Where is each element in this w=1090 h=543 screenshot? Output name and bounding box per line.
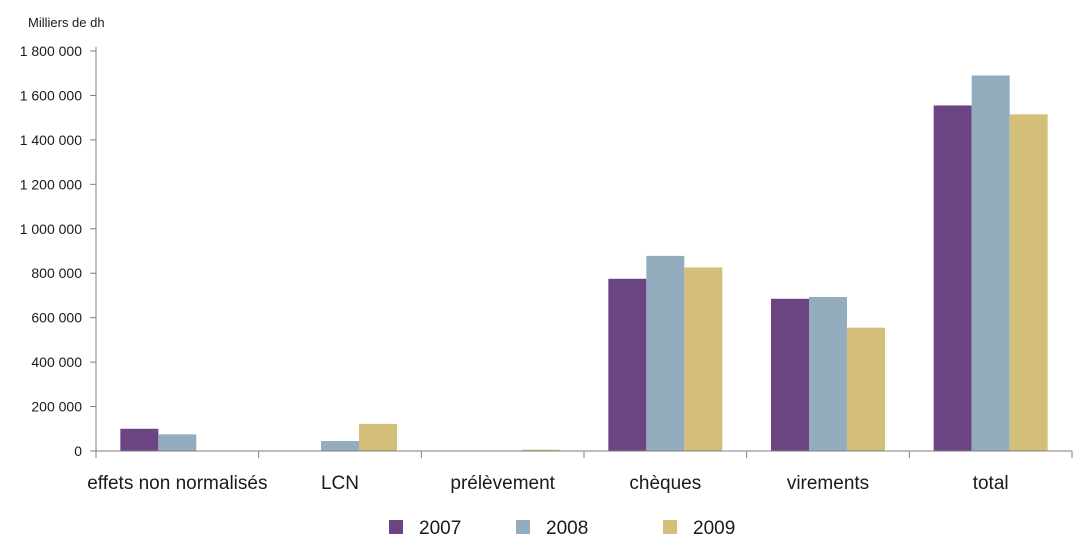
bar [321, 441, 359, 451]
y-tick-label: 1 400 000 [20, 132, 82, 148]
bar [158, 434, 197, 451]
legend-swatch [389, 520, 403, 534]
bar [684, 267, 723, 451]
bar [847, 327, 885, 451]
bar [971, 75, 1010, 451]
bar [646, 255, 685, 451]
legend-label: 2007 [419, 518, 461, 538]
legend-label: 2008 [546, 518, 588, 538]
y-tick-label: 1 000 000 [20, 221, 82, 237]
y-axis-unit-label: Milliers de dh [28, 15, 105, 30]
legend-swatch [516, 520, 530, 534]
x-axis-labels: effets non normalisés LCN prélèvement chèqu… [87, 473, 1008, 494]
x-category-label: LCN [321, 473, 359, 494]
y-axis-ticks: 0 200 000 400 000 600 000 800 000 1 000 000 1 … [20, 43, 96, 459]
bar [1009, 114, 1048, 451]
y-tick-label: 1 600 000 [20, 87, 82, 103]
legend-swatch [663, 520, 677, 534]
y-tick-label: 600 000 [31, 310, 82, 326]
bar [359, 423, 397, 451]
bar [809, 297, 847, 451]
legend-label: 2009 [693, 518, 735, 538]
x-category-label: virements [787, 473, 869, 494]
y-tick-label: 1 800 000 [20, 43, 82, 59]
y-tick-label: 400 000 [31, 354, 82, 370]
axes [95, 47, 1073, 458]
bars [120, 75, 1048, 451]
y-tick-label: 0 [74, 443, 82, 459]
legend: 2007 2008 2009 [389, 518, 735, 539]
bar [608, 278, 647, 451]
x-category-label: chèques [629, 473, 701, 494]
y-tick-label: 1 200 000 [20, 176, 82, 192]
bar [933, 105, 972, 451]
bar [521, 449, 560, 451]
x-category-label: total [973, 473, 1009, 494]
x-category-label: effets non normalisés [87, 473, 267, 494]
bar [120, 428, 159, 451]
bar [771, 298, 809, 451]
y-tick-label: 200 000 [31, 399, 82, 415]
x-category-label: prélèvement [450, 473, 555, 494]
y-tick-label: 800 000 [31, 265, 82, 281]
